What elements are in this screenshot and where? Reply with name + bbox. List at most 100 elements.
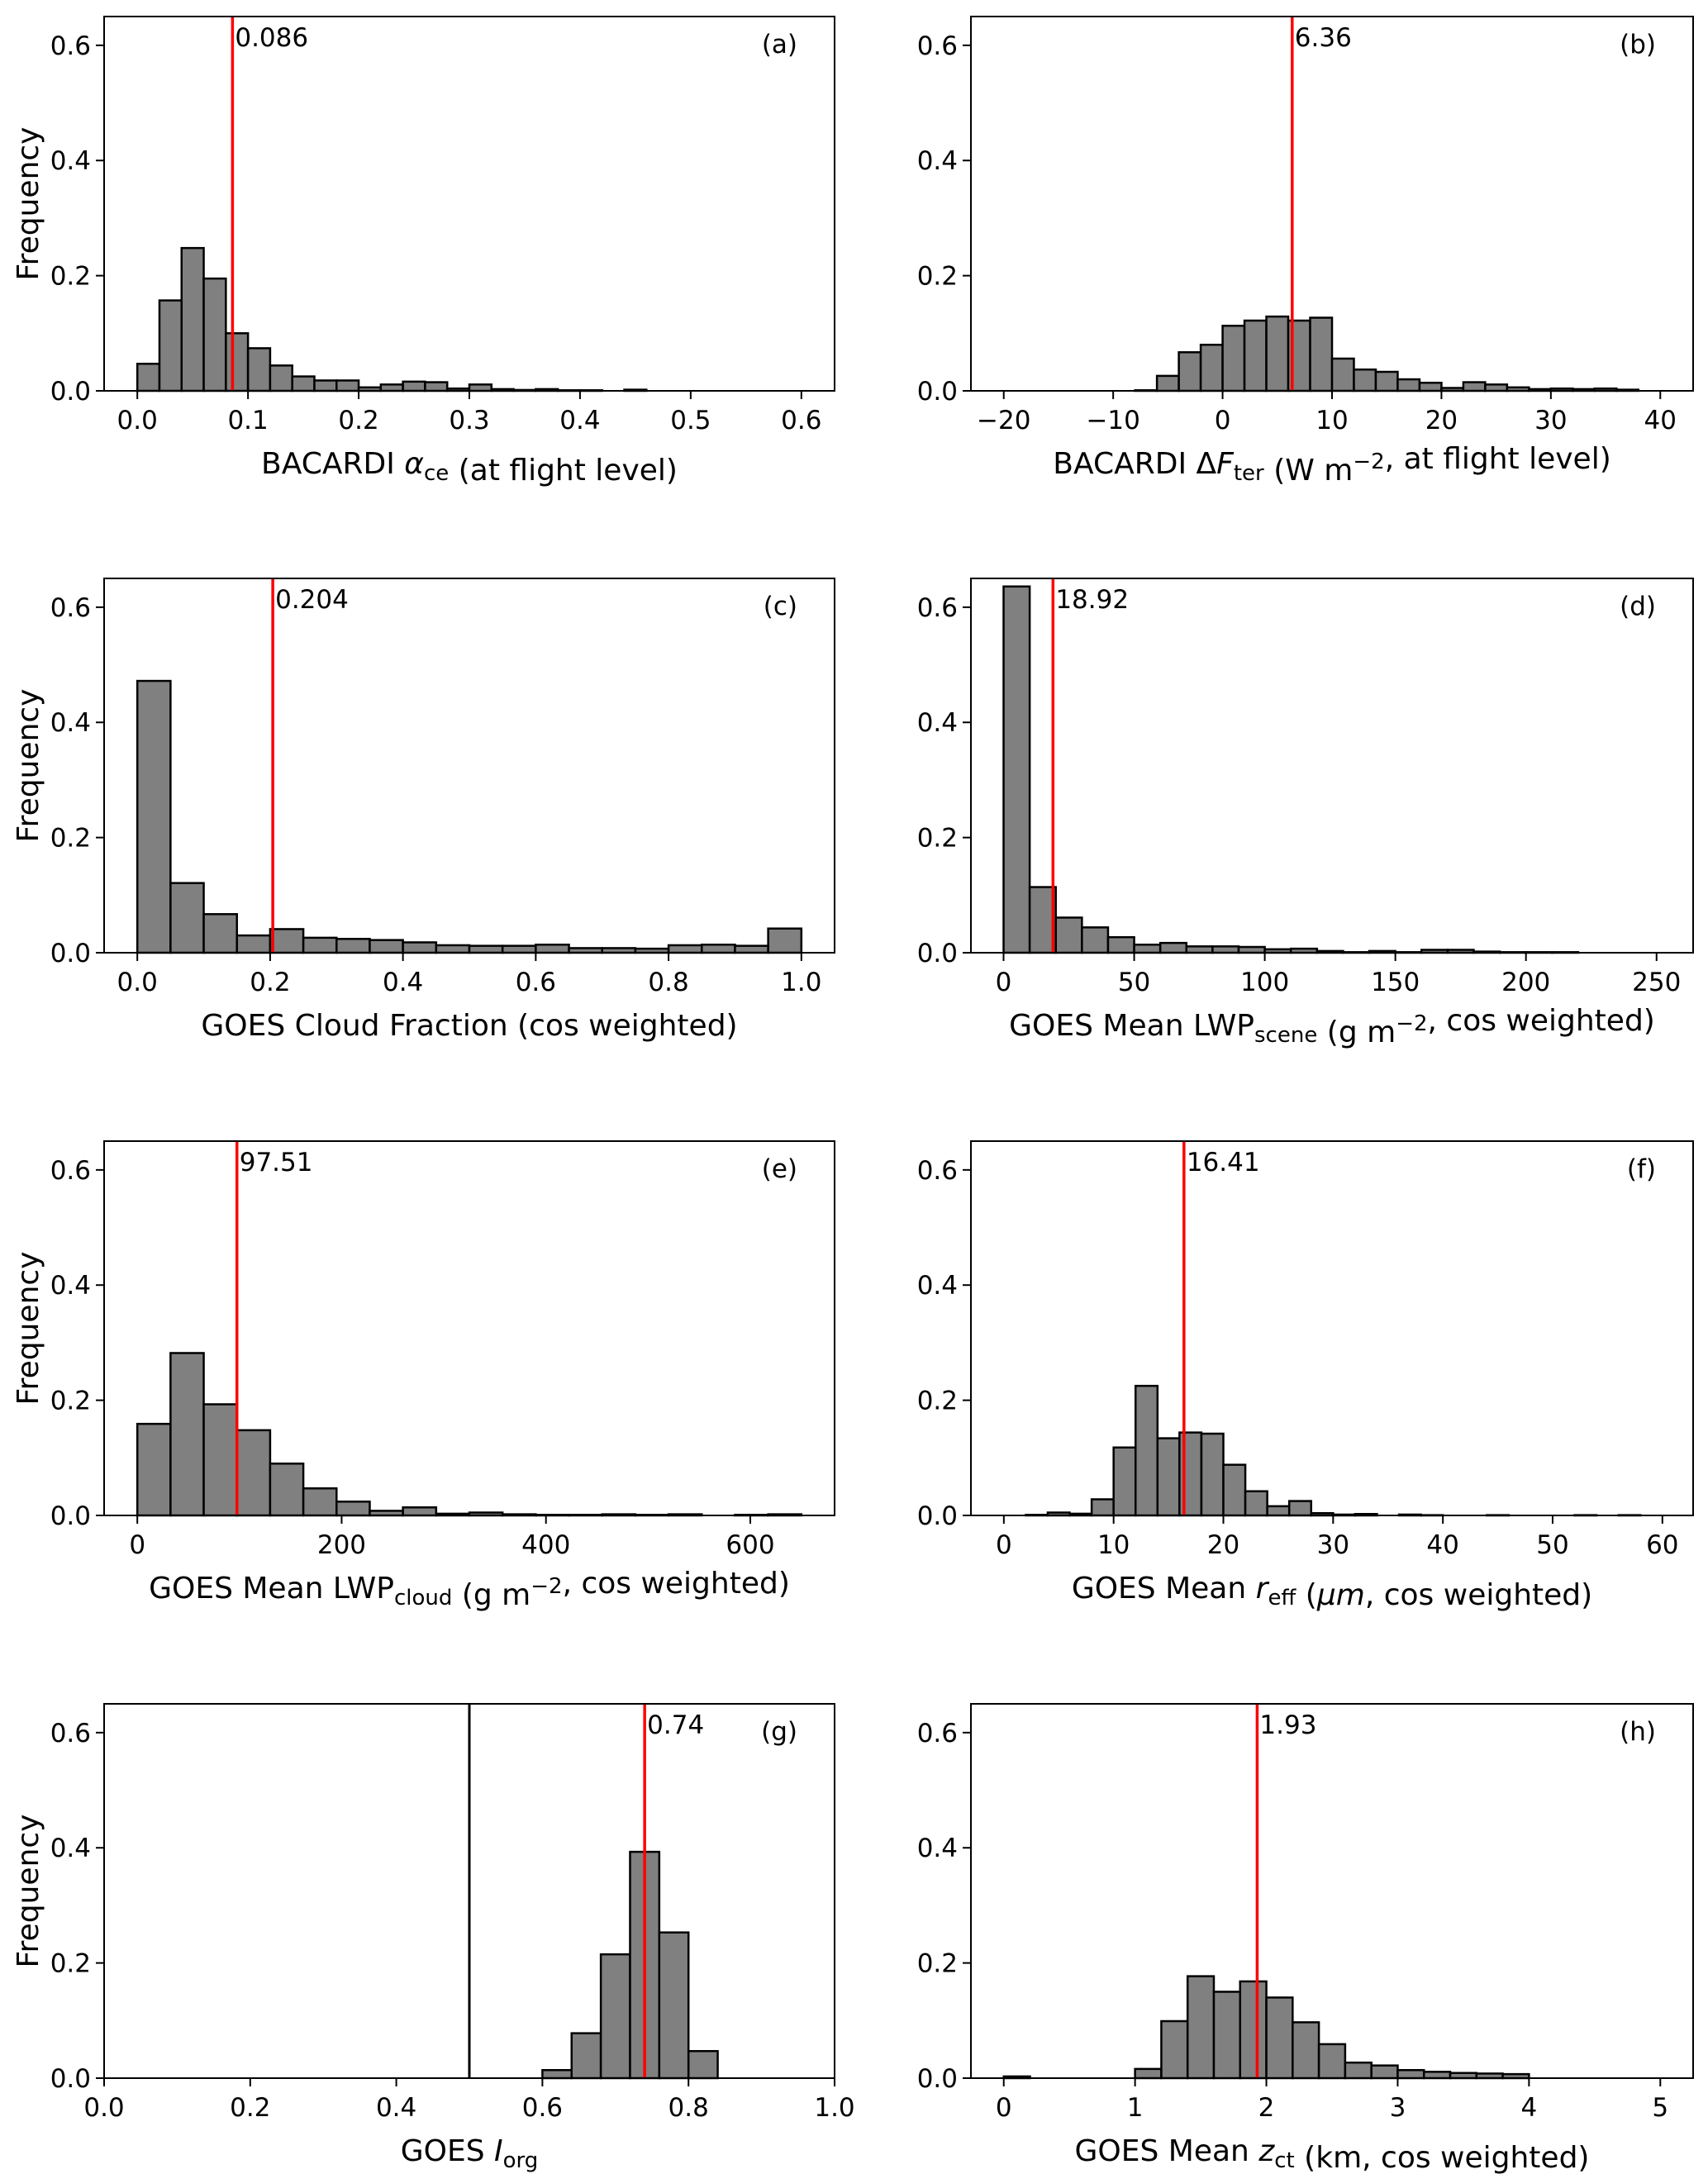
x-axis-label: GOES Mean LWPscene (g m−2, cos weighted) <box>1009 1004 1655 1049</box>
chart-panel: 0.204 (c) 0.0 0.2 0.4 0.6 0.8 1.0 0.0 0.2 0.4 0.6 GO… <box>12 578 835 1043</box>
histogram-bar <box>501 944 537 954</box>
y-tick-label: 0.6 <box>50 31 91 61</box>
mean-value-label: 0.74 <box>647 1710 704 1740</box>
histogram-bar <box>1344 2061 1373 2080</box>
x-axis-label-part: α <box>404 447 424 481</box>
axes-frame <box>103 578 835 954</box>
histogram-bar <box>1292 2021 1320 2080</box>
panel-label: (b) <box>1620 30 1656 59</box>
panel-label: (c) <box>764 592 797 621</box>
y-tick-label: 0.0 <box>917 377 958 407</box>
mean-value-label: 16.41 <box>1187 1148 1260 1177</box>
x-axis-label-part: −2 <box>1353 450 1384 474</box>
x-axis-label-part: , cos weighted) <box>1365 1578 1592 1612</box>
chart-panel: 18.92 (d) 0 50 100 150 200 250 0.0 0.2 0.4 0.6 GOES … <box>917 578 1694 1049</box>
chart-panel: 6.36 (b) −20 −10 0 10 20 30 40 0.0 0.2 0.4 0.6 BACARD… <box>917 16 1694 488</box>
x-axis-label-part: BACARDI <box>261 447 404 481</box>
x-tick-label: 100 <box>1240 968 1289 997</box>
histogram-bar <box>169 1352 205 1517</box>
histogram-bar <box>1265 315 1290 392</box>
y-tick-label: 0.2 <box>917 824 958 854</box>
x-axis-label-part: GOES Mean <box>1075 2134 1259 2168</box>
histogram-bar <box>1133 943 1162 954</box>
chart-panel: 0.74 (g) 0.0 0.2 0.4 0.6 0.8 1.0 0.0 0.2 0.4 0.6 GOE… <box>12 1703 855 2173</box>
x-tick-label: 50 <box>1536 1530 1568 1560</box>
x-tick-label: 0 <box>996 1530 1012 1560</box>
x-axis-label-part: z <box>1258 2134 1275 2168</box>
x-axis-label-part: r <box>1256 1572 1270 1606</box>
histogram-bar <box>1199 343 1224 392</box>
mean-value-label: 97.51 <box>240 1148 313 1177</box>
histogram-bar <box>335 938 371 954</box>
x-tick-label: 0 <box>1215 406 1231 435</box>
y-tick-label: 0.2 <box>917 1387 958 1416</box>
histogram-bar <box>202 277 227 392</box>
x-tick-label: 30 <box>1534 406 1567 435</box>
y-axis-label: Frequency <box>12 127 45 281</box>
x-axis-label: GOES Iorg <box>401 2134 539 2173</box>
histogram-bar <box>1266 1505 1291 1517</box>
x-axis-label-part: −2 <box>1396 1011 1427 1036</box>
y-tick-label: 0.4 <box>50 1834 91 1863</box>
x-tick-label: 0.4 <box>383 968 423 997</box>
histogram-bar <box>269 928 305 954</box>
x-tick-label: −20 <box>977 406 1030 435</box>
histogram-bar <box>169 882 205 954</box>
panel-label: (e) <box>762 1154 797 1184</box>
y-axis-label: Frequency <box>12 1815 45 1968</box>
x-axis-label-part: ( <box>1296 1578 1317 1612</box>
y-tick-label: 0.0 <box>50 939 91 968</box>
x-tick-label: 0.6 <box>781 406 821 435</box>
x-tick-label: −10 <box>1086 406 1139 435</box>
histogram-bar <box>1112 1446 1137 1517</box>
x-tick-label: 250 <box>1632 968 1681 997</box>
x-axis-label-part: GOES Mean LWP <box>149 1572 394 1606</box>
x-axis-label-part: cloud <box>394 1586 452 1610</box>
mean-value-label: 1.93 <box>1259 1710 1316 1740</box>
histogram-bar <box>379 383 404 392</box>
histogram-bar <box>136 1422 172 1517</box>
y-tick-label: 0.0 <box>917 1501 958 1531</box>
x-axis-label-part: scene <box>1254 1023 1317 1048</box>
x-axis-label-part: −2 <box>530 1574 562 1599</box>
histogram-bar <box>1106 935 1135 954</box>
y-tick-label: 0.6 <box>917 593 958 623</box>
histogram-bar <box>1090 1498 1115 1517</box>
x-axis-label-part: ct <box>1274 2148 1295 2173</box>
histogram-bar <box>1330 357 1355 392</box>
histogram-bar <box>1155 374 1180 392</box>
axes-frame <box>970 578 1694 954</box>
chart-panel: 1.93 (h) 0 1 2 3 4 5 0.0 0.2 0.4 0.6 GOES Mean zct (… <box>917 1703 1694 2174</box>
x-tick-label: 0.6 <box>516 968 556 997</box>
x-tick-label: 400 <box>521 1530 570 1560</box>
x-axis-label: GOES Cloud Fraction (cos weighted) <box>201 1009 737 1043</box>
histogram-bar <box>1243 319 1268 392</box>
histogram-bar <box>1222 1463 1247 1517</box>
histogram-bar <box>236 1429 272 1517</box>
x-tick-label: 1 <box>1127 2093 1144 2123</box>
y-tick-label: 0.0 <box>50 2064 91 2094</box>
histogram-bar <box>1081 926 1110 954</box>
histogram-bar <box>402 1506 438 1517</box>
x-tick-label: 60 <box>1646 1530 1678 1560</box>
x-axis-label-part: (km, cos weighted) <box>1295 2141 1590 2174</box>
histogram-bar <box>335 379 360 392</box>
histogram-bar <box>302 1487 338 1517</box>
histogram-bar <box>246 347 272 392</box>
histogram-bar <box>687 2049 719 2080</box>
histogram-bar <box>1211 945 1240 954</box>
histogram-bar <box>1484 383 1509 392</box>
x-axis-label: BACARDI αce (at flight level) <box>261 447 678 488</box>
x-tick-label: 0.0 <box>83 2093 124 2123</box>
y-tick-label: 0.4 <box>917 146 958 176</box>
histogram-bar <box>1178 351 1202 392</box>
histogram-bar <box>1156 1437 1181 1517</box>
x-tick-label: 30 <box>1317 1530 1349 1560</box>
histogram-bar <box>1418 381 1443 392</box>
x-axis-label-part: org <box>503 2148 539 2173</box>
mean-value-label: 0.086 <box>235 23 308 53</box>
histogram-bar <box>180 246 205 392</box>
histogram-bar <box>1158 941 1188 954</box>
x-tick-label: 0.3 <box>449 406 489 435</box>
x-tick-label: 0.2 <box>250 968 290 997</box>
